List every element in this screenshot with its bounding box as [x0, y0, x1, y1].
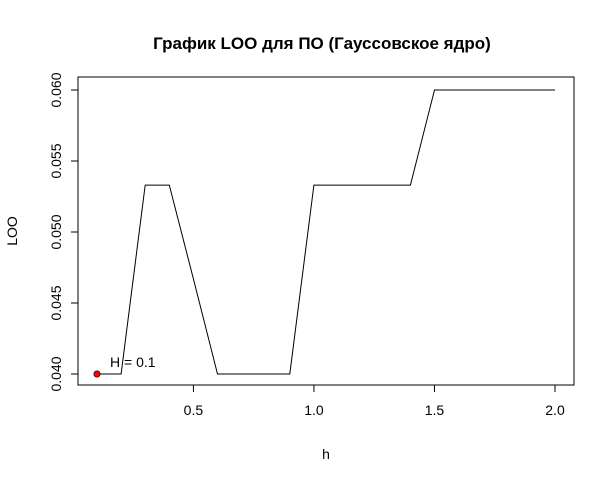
x-axis-label: h [322, 446, 330, 462]
optimal-point-label: H = 0.1 [110, 354, 156, 370]
x-tick-label: 0.5 [184, 402, 204, 418]
x-tick-label: 2.0 [545, 402, 565, 418]
y-tick-label: 0.045 [48, 285, 64, 320]
y-axis-label: LOO [4, 216, 20, 246]
chart-title: График LOO для ПО (Гауссовское ядро) [153, 34, 491, 53]
y-tick-label: 0.055 [48, 143, 64, 178]
x-tick-label: 1.5 [425, 402, 445, 418]
x-axis: 0.5 1.0 1.5 2.0 [184, 384, 565, 418]
y-axis: 0.040 0.045 0.050 0.055 0.060 [48, 72, 79, 392]
loo-series-line [97, 89, 555, 375]
y-tick-label: 0.050 [48, 214, 64, 249]
highlight-layer: H = 0.1 [93, 354, 156, 378]
x-tick-label: 1.0 [304, 402, 324, 418]
plot-frame [77, 76, 575, 386]
series-layer [97, 89, 555, 375]
y-tick-label: 0.040 [48, 356, 64, 391]
y-tick-label: 0.060 [48, 72, 64, 107]
optimal-point [93, 370, 101, 378]
